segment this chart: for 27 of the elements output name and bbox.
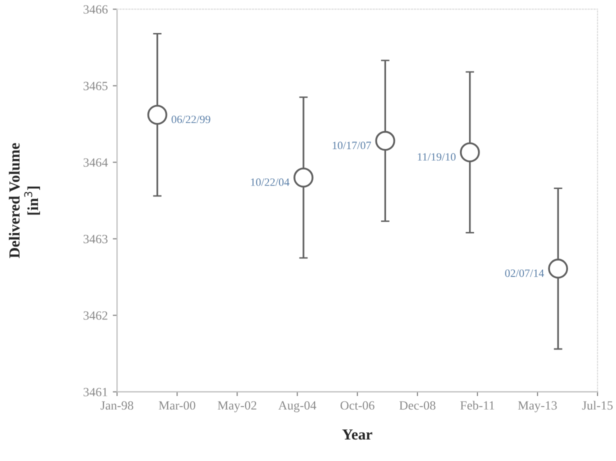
annotation: 10/17/07 bbox=[332, 142, 372, 150]
x-tick-label: Jul-15 bbox=[582, 400, 613, 410]
y-tick-label: 3462 bbox=[84, 311, 108, 320]
annotation: 06/22/99 bbox=[172, 116, 210, 124]
x-tick-label: May-13 bbox=[518, 401, 557, 412]
x-tick-label: Jan-98 bbox=[100, 401, 134, 410]
annotation: 10/22/04 bbox=[251, 178, 290, 186]
point bbox=[294, 168, 314, 188]
y-tick-label: 3465 bbox=[84, 82, 108, 90]
x-tick-label: Aug-04 bbox=[278, 401, 316, 412]
x-tick-label: Oct-06 bbox=[340, 401, 374, 410]
x-tick-label: Mar-00 bbox=[158, 401, 196, 410]
x-tick-label: Dec-08 bbox=[399, 401, 436, 410]
y-tick-label: 3464 bbox=[84, 158, 108, 167]
y-tick-label: 3461 bbox=[84, 388, 108, 396]
y-tick-label: 3466 bbox=[84, 5, 108, 14]
point bbox=[548, 258, 568, 279]
y-axis-title: Delivered Volume [in$^{3}$] bbox=[8, 143, 40, 258]
x-tick-label: May-02 bbox=[218, 401, 256, 412]
point bbox=[375, 130, 396, 151]
x-axis-title: Year bbox=[342, 429, 372, 440]
y-tick-label: 3463 bbox=[84, 234, 108, 244]
point bbox=[460, 142, 480, 162]
annotation: 02/07/14 bbox=[505, 269, 544, 277]
annotation: 11/19/10 bbox=[418, 153, 456, 161]
point bbox=[147, 104, 168, 125]
x-tick-label: Feb-11 bbox=[460, 400, 494, 410]
